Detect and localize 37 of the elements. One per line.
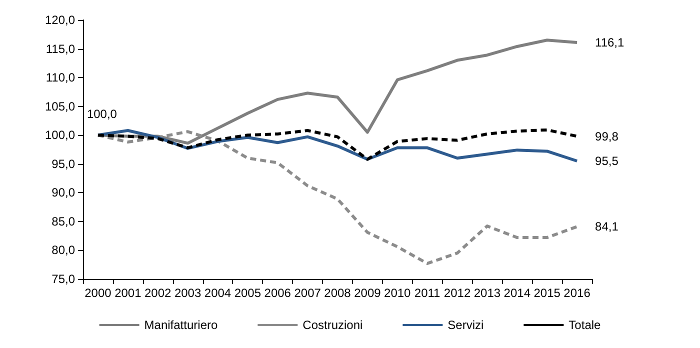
x-tick-label: 2005 <box>234 286 262 300</box>
y-tick-label: 75,0 <box>52 272 76 286</box>
y-tick-label: 115,0 <box>46 42 76 56</box>
data-label: 95,5 <box>595 154 619 168</box>
line-series <box>96 130 579 265</box>
x-tick-label: 2011 <box>414 286 441 300</box>
x-tick-label: 2008 <box>324 286 352 300</box>
x-tick-label: 2012 <box>444 286 471 300</box>
x-tick-label: 2004 <box>204 286 232 300</box>
y-tick-label: 105,0 <box>44 99 76 114</box>
x-tick-label: 2009 <box>354 286 382 300</box>
data-label: 116,1 <box>595 35 624 50</box>
data-label: 99,8 <box>595 129 619 144</box>
y-tick-label: 110,0 <box>46 70 76 85</box>
y-tick-label: 120,0 <box>44 13 76 27</box>
x-tick-label: 2010 <box>384 286 412 300</box>
x-tick-label: 2013 <box>474 286 501 300</box>
x-tick-label: 2000 <box>84 286 112 300</box>
y-tick-label: 80,0 <box>52 243 76 258</box>
legend-label: Manifatturiero <box>144 318 218 332</box>
y-tick-label: 100,0 <box>44 128 76 142</box>
x-tick-label: 2016 <box>564 286 591 300</box>
legend-label: Servizi <box>448 318 484 332</box>
x-tick-label: 2015 <box>534 286 561 300</box>
x-tick-label: 2006 <box>264 286 292 300</box>
x-tick-label: 2007 <box>294 286 322 300</box>
y-tick-label: 95,0 <box>52 156 76 171</box>
x-tick-label: 2002 <box>144 286 172 300</box>
data-label: 100,0 <box>86 107 118 122</box>
legend-label: Totale <box>568 318 602 332</box>
y-tick-label: 85,0 <box>52 214 76 228</box>
data-label: 84,1 <box>595 220 619 234</box>
y-tick-label: 90,0 <box>52 186 76 200</box>
x-tick-label: 2014 <box>504 286 531 300</box>
legend-label: Costruzioni <box>302 318 363 332</box>
x-tick-label: 2003 <box>174 286 202 300</box>
x-tick-label: 2001 <box>114 286 142 300</box>
